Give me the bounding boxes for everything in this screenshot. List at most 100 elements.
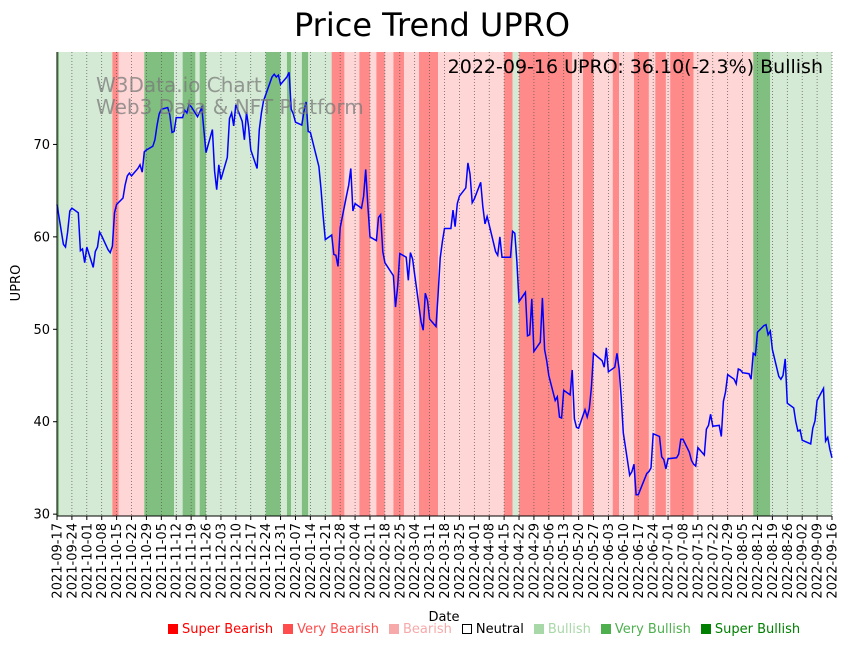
legend-label: Very Bullish (614, 621, 691, 637)
regime-band (418, 52, 439, 516)
regime-band (619, 52, 634, 516)
x-tick-label: 2022-03-11 (423, 523, 438, 599)
x-tick-label: 2022-06-17 (632, 523, 647, 599)
legend-item: Super Bearish (168, 620, 273, 638)
x-tick-label: 2022-03-04 (408, 523, 423, 599)
x-tick-label: 2022-01-07 (289, 523, 304, 599)
chart-title: Price Trend UPRO (294, 6, 570, 44)
regime-band (59, 52, 113, 516)
regime-band (174, 52, 183, 516)
grid-lines (56, 52, 833, 516)
regime-band (572, 52, 583, 516)
regime-band (438, 52, 505, 516)
regime-band (655, 52, 666, 516)
x-tick-label: 2021-11-05 (155, 523, 170, 599)
x-ticks: 2021-09-17 2021-09-24 2021-10-01 2021-10-08… (51, 516, 841, 599)
x-tick-label: 2022-04-08 (483, 523, 498, 599)
regime-band (633, 52, 649, 516)
x-tick-label: 2021-12-24 (259, 523, 274, 599)
x-tick-label: 2021-11-12 (170, 523, 185, 599)
regime-band (195, 52, 200, 516)
x-tick-label: 2021-12-31 (274, 523, 289, 599)
y-tick-label: 60 (33, 230, 50, 245)
x-tick-label: 2022-07-15 (691, 523, 706, 599)
x-tick-label: 2022-04-29 (527, 523, 542, 599)
x-tick-label: 2021-10-22 (125, 523, 140, 599)
legend-swatch (283, 624, 294, 634)
x-tick-label: 2022-06-03 (602, 523, 617, 599)
regime-band (789, 52, 832, 516)
x-tick-label: 2022-03-18 (438, 523, 453, 599)
x-tick-label: 2021-10-01 (80, 523, 95, 599)
x-tick-label: 2022-02-18 (378, 523, 393, 599)
x-tick-label: 2022-01-28 (334, 523, 349, 599)
x-tick-label: 2022-05-06 (542, 523, 557, 599)
regime-band (369, 52, 377, 516)
x-tick-label: 2021-12-10 (229, 523, 244, 599)
x-tick-label: 2022-07-22 (706, 523, 721, 599)
legend-label: Neutral (475, 621, 524, 637)
legend-swatch (533, 624, 544, 634)
regime-band (344, 52, 360, 516)
regime-band (593, 52, 613, 516)
x-tick-label: 2021-10-08 (95, 523, 110, 599)
x-tick-label: 2022-09-16 (826, 523, 841, 599)
x-axis-label: Date (428, 610, 459, 625)
regime-band (648, 52, 656, 516)
legend-item: Very Bullish (600, 620, 691, 638)
regime-band (753, 52, 771, 516)
regime-band (286, 52, 292, 516)
y-axis-label: UPRO (9, 265, 24, 302)
legend-swatch (700, 624, 711, 634)
regime-band (770, 52, 790, 516)
regime-band (182, 52, 196, 516)
legend-label: Bullish (547, 621, 591, 637)
x-tick-label: 2021-11-19 (185, 523, 200, 599)
regime-band (519, 52, 573, 516)
regime-band (393, 52, 405, 516)
x-tick-label: 2022-04-22 (513, 523, 528, 599)
legend: Super Bearish Very Bearish Bearish Neutral B… (168, 620, 810, 638)
x-tick-label: 2022-09-02 (796, 523, 811, 599)
regime-band (582, 52, 594, 516)
regime-band (265, 52, 281, 516)
x-tick-label: 2022-08-26 (781, 523, 796, 599)
legend-label: Bearish (402, 621, 452, 637)
regime-band (359, 52, 370, 516)
legend-label: Super Bullish (714, 621, 801, 637)
x-tick-label: 2021-10-15 (110, 523, 125, 599)
regime-band (376, 52, 385, 516)
regime-band (512, 52, 520, 516)
regime-band (57, 52, 60, 516)
regime-band (308, 52, 332, 516)
x-tick-label: 2021-09-17 (51, 523, 66, 599)
legend-swatch (600, 624, 611, 634)
legend-label: Super Bearish (182, 621, 274, 637)
x-tick-label: 2022-02-25 (393, 523, 408, 599)
watermark-line-2: Web3 Data & NFT Platform (96, 95, 364, 119)
legend-swatch (461, 624, 472, 634)
x-tick-label: 2022-03-25 (453, 523, 468, 599)
x-tick-label: 2021-09-24 (65, 523, 80, 599)
x-tick-label: 2021-12-03 (214, 523, 229, 599)
price-line (56, 71, 833, 496)
x-tick-label: 2022-01-14 (304, 523, 319, 599)
y-tick-label: 30 (33, 508, 50, 523)
x-tick-label: 2022-02-04 (349, 523, 364, 599)
regime-band (693, 52, 754, 516)
regime-band (280, 52, 287, 516)
x-tick-label: 2022-08-19 (766, 523, 781, 599)
x-tick-label: 2022-07-01 (662, 523, 677, 599)
regime-band (301, 52, 309, 516)
x-tick-label: 2022-05-27 (587, 523, 602, 599)
x-tick-label: 2022-02-11 (363, 523, 378, 599)
x-tick-label: 2022-04-01 (468, 523, 483, 599)
y-tick-label: 70 (33, 138, 50, 153)
legend-swatch (168, 624, 178, 634)
x-tick-label: 2021-11-26 (200, 523, 215, 599)
y-tick-label: 40 (33, 415, 50, 430)
regime-band (199, 52, 207, 516)
x-tick-label: 2022-06-10 (617, 523, 632, 599)
x-tick-label: 2022-08-05 (736, 523, 751, 599)
